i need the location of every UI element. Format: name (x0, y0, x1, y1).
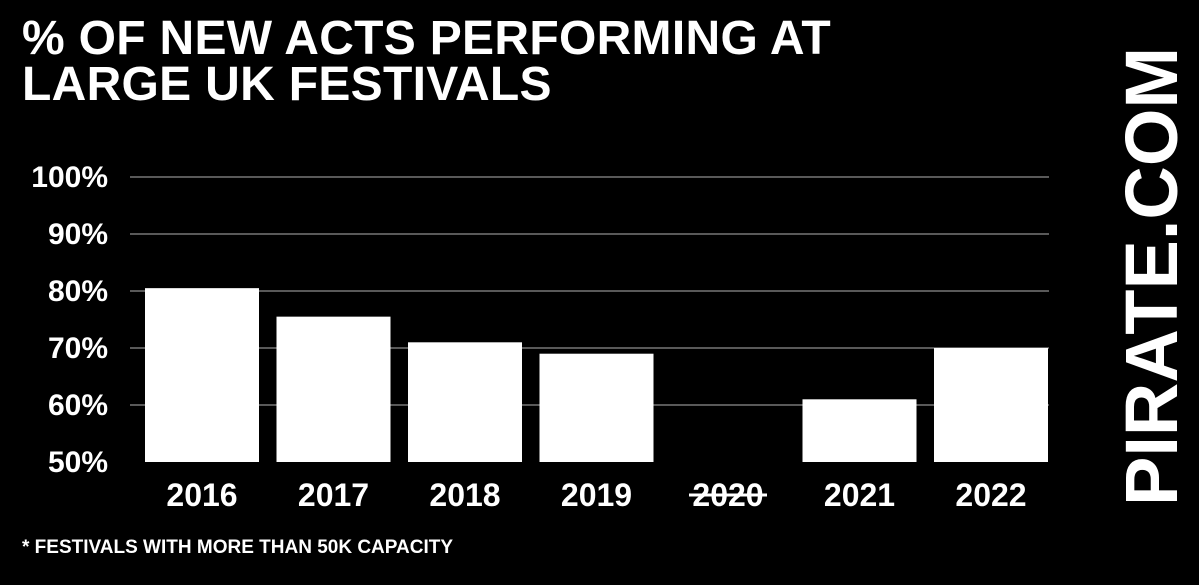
x-axis-ticks: 2016 2017 2018 2019 2020 2021 2022 (166, 477, 1026, 513)
brand-logo-text: PIRATE.COM (1110, 46, 1193, 506)
bar-2022 (934, 348, 1048, 462)
y-tick-label: 90% (48, 218, 108, 251)
y-tick-label: 100% (31, 161, 108, 194)
chart-title-line-1: % OF NEW ACTS PERFORMING AT (22, 12, 831, 65)
y-tick-label: 80% (48, 275, 108, 308)
footnote: * FESTIVALS WITH MORE THAN 50K CAPACITY (22, 537, 454, 558)
chart-title: % OF NEW ACTS PERFORMING AT LARGE UK FES… (22, 12, 1062, 111)
bar-2019 (539, 353, 654, 462)
x-tick-label-2021: 2021 (824, 477, 895, 513)
bar-2017 (276, 316, 391, 462)
x-tick-label-2017: 2017 (298, 477, 369, 513)
x-tick-label-2016: 2016 (166, 477, 237, 513)
y-tick-label: 50% (48, 446, 108, 479)
y-axis-ticks: 50% 60% 70% 80% 90% 100% (31, 161, 108, 479)
bar-2021 (802, 399, 917, 462)
y-tick-label: 70% (48, 332, 108, 365)
x-tick-label-2018: 2018 (429, 477, 500, 513)
x-tick-label-2022: 2022 (955, 477, 1026, 513)
chart-title-line-2: LARGE UK FESTIVALS (22, 58, 552, 111)
bar-2016 (145, 288, 259, 462)
x-tick-label-2019: 2019 (561, 477, 632, 513)
bar-2018 (408, 342, 522, 462)
bars (145, 288, 1048, 462)
y-tick-label: 60% (48, 389, 108, 422)
